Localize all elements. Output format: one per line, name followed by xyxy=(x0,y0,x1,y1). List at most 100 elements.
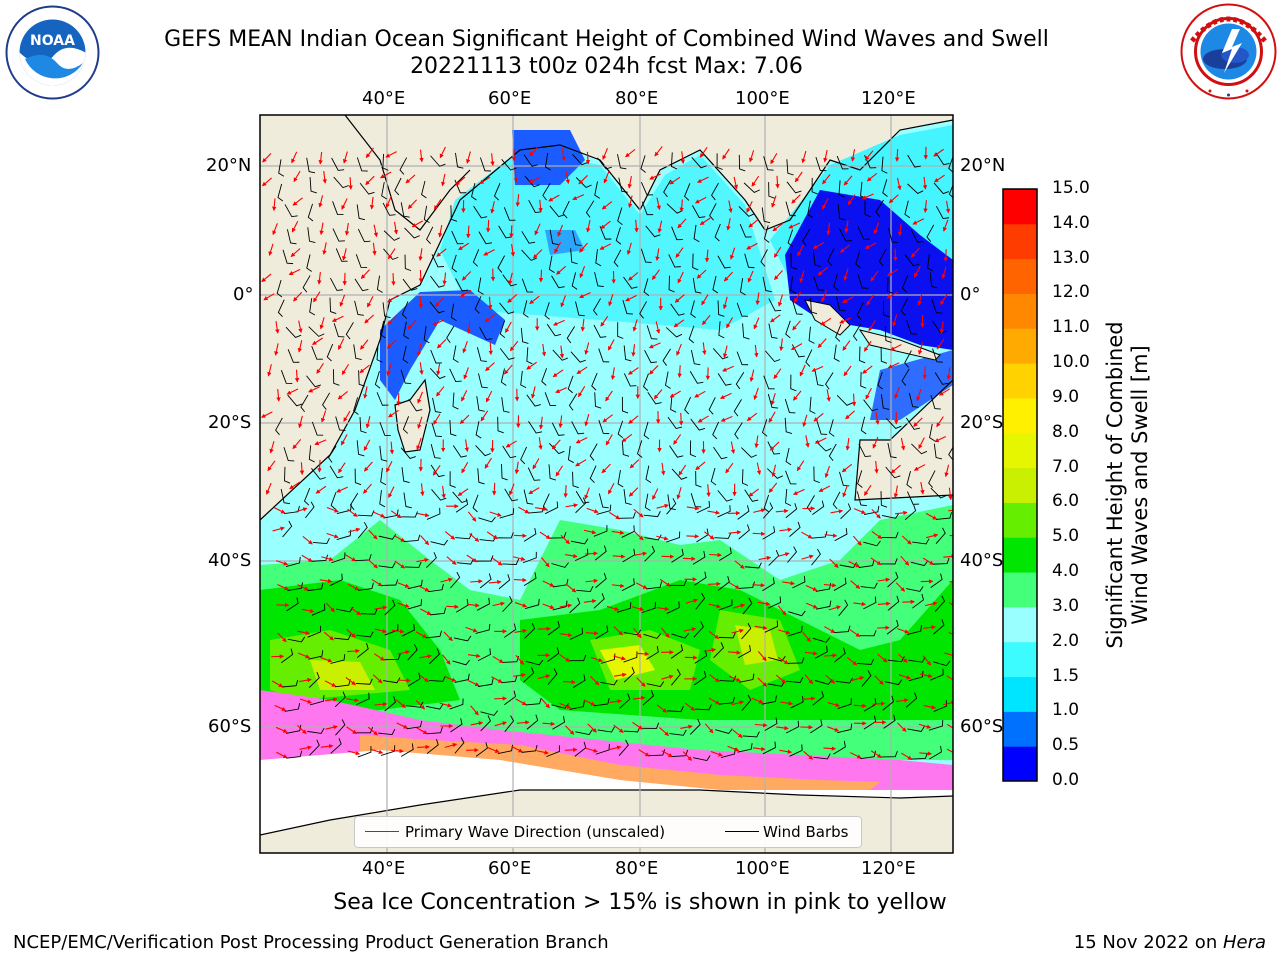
wind-barb xyxy=(670,579,687,586)
wave-direction-arrow xyxy=(673,319,685,328)
wave-direction-arrow xyxy=(782,581,795,586)
wind-barb xyxy=(837,204,846,221)
wind-barb xyxy=(357,510,375,517)
wind-barb xyxy=(431,254,444,268)
wind-barb xyxy=(400,743,414,757)
wind-barb xyxy=(639,301,647,319)
wave-direction-arrow xyxy=(757,677,767,687)
wind-barb xyxy=(900,298,908,316)
wind-barb xyxy=(478,231,492,245)
wind-barb xyxy=(594,181,601,199)
wind-barb xyxy=(666,705,684,713)
wind-barb xyxy=(541,368,548,386)
wind-barb xyxy=(933,443,943,460)
wind-barb xyxy=(717,255,731,269)
wave-direction-arrow xyxy=(555,465,564,477)
wave-direction-arrow xyxy=(895,510,908,516)
wind-barb xyxy=(930,668,944,681)
wave-direction-arrow xyxy=(605,390,613,402)
wind-barb xyxy=(453,635,472,642)
wind-barb xyxy=(523,667,535,683)
wind-barb xyxy=(449,471,456,488)
wave-direction-arrow xyxy=(746,242,758,250)
wave-direction-arrow xyxy=(564,747,578,752)
wind-barb xyxy=(665,327,683,338)
wind-barb xyxy=(640,155,646,173)
wave-direction-arrow xyxy=(612,554,626,559)
wave-direction-arrow xyxy=(828,605,841,611)
wind-barb xyxy=(360,608,378,615)
wind-barb xyxy=(790,276,797,294)
wind-barb xyxy=(768,655,786,662)
wave-direction-arrow xyxy=(416,512,430,518)
wind-barb xyxy=(594,272,604,288)
wave-direction-arrow xyxy=(731,628,744,634)
wave-direction-arrow xyxy=(694,390,706,398)
wind-barb xyxy=(884,326,892,343)
wind-barb xyxy=(504,488,518,502)
wind-barb xyxy=(934,372,949,385)
wind-barb xyxy=(472,494,479,513)
wind-barb xyxy=(287,349,300,363)
colorbar-tick-label: 4.0 xyxy=(1052,561,1080,582)
wind-barb xyxy=(959,471,970,484)
wave-direction-arrow xyxy=(707,510,721,515)
wind-barb xyxy=(476,396,485,412)
wave-direction-arrow xyxy=(916,388,922,402)
colorbar-label-line1: Significant Height of Combined xyxy=(1103,321,1127,649)
wave-direction-arrow xyxy=(897,223,903,237)
wave-direction-arrow xyxy=(868,320,876,332)
wind-barb xyxy=(881,513,900,519)
wind-barb xyxy=(423,326,430,344)
wind-barb xyxy=(665,371,671,389)
wind-barb xyxy=(719,547,732,561)
wave-direction-arrow xyxy=(439,146,446,159)
wave-direction-arrow xyxy=(386,339,397,349)
wave-direction-arrow xyxy=(611,583,625,588)
wind-barb xyxy=(345,322,354,340)
wind-barb xyxy=(474,296,482,314)
wave-direction-arrow xyxy=(801,150,807,164)
wind-barb xyxy=(300,394,309,413)
wave-direction-arrow xyxy=(288,268,301,276)
wave-direction-arrow xyxy=(679,199,684,213)
wave-direction-arrow xyxy=(299,745,312,750)
wind-barb xyxy=(618,177,628,193)
wave-direction-arrow xyxy=(325,602,335,613)
wave-direction-arrow xyxy=(608,482,615,495)
wave-direction-arrow xyxy=(827,726,840,732)
wave-direction-arrow xyxy=(697,176,709,183)
wave-direction-arrow xyxy=(628,272,639,281)
wave-direction-arrow xyxy=(676,487,682,500)
wind-barb xyxy=(763,156,774,171)
wind-barb xyxy=(912,538,930,545)
wave-direction-arrow xyxy=(918,342,924,355)
wind-barb xyxy=(571,272,578,290)
colorbar-tick-label: 8.0 xyxy=(1052,421,1080,442)
wind-barb xyxy=(429,648,440,665)
australia-coastline xyxy=(854,379,953,501)
lon-label-top: 60°E xyxy=(488,88,532,109)
wind-barb xyxy=(426,507,441,520)
wave-direction-arrow xyxy=(871,509,881,519)
wave-direction-arrow xyxy=(405,174,416,184)
wind-barb xyxy=(574,741,587,757)
wind-barb xyxy=(335,719,346,736)
wave-direction-arrow xyxy=(419,362,424,375)
wind-barb xyxy=(863,540,881,547)
east-africa-low-wave xyxy=(380,290,505,400)
wave-direction-arrow xyxy=(730,441,736,455)
wave-direction-arrow xyxy=(470,721,484,726)
wind-barb xyxy=(354,300,364,316)
wind-barb xyxy=(520,370,527,389)
wind-barb xyxy=(454,673,470,683)
wind-barb xyxy=(501,397,510,413)
wave-direction-arrow xyxy=(773,368,782,380)
wind-barb xyxy=(359,417,367,434)
wave-direction-arrow xyxy=(699,147,708,158)
wave-direction-arrow xyxy=(870,557,882,566)
wind-barb xyxy=(379,445,388,462)
wave-direction-arrow xyxy=(466,321,471,334)
wind-barb xyxy=(394,177,402,196)
wave-direction-arrow xyxy=(817,266,828,276)
